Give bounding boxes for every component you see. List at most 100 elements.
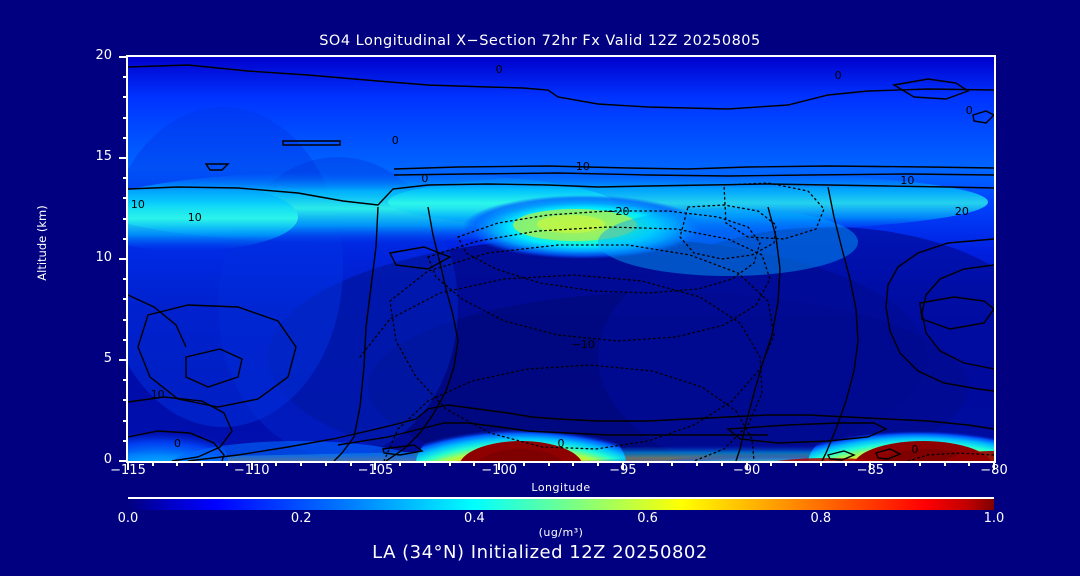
x-minor-tick xyxy=(423,461,426,466)
contour-label: 10 xyxy=(150,388,165,402)
y-minor-tick xyxy=(123,217,128,220)
x-minor-tick xyxy=(448,461,451,466)
y-minor-tick xyxy=(123,237,128,240)
x-tick-label: −110 xyxy=(233,463,270,478)
x-minor-tick xyxy=(894,461,897,466)
figure-caption: LA (34°N) Initialized 12Z 20250802 xyxy=(372,542,708,563)
y-minor-tick xyxy=(123,439,128,442)
chart-title: SO4 Longitudinal X−Section 72hr Fx Valid… xyxy=(319,33,761,49)
colorbar-tick-label: 0.4 xyxy=(464,511,485,526)
contour-lines-dotted xyxy=(359,182,994,461)
y-minor-tick xyxy=(123,177,128,180)
contour-label: 0 xyxy=(965,103,973,117)
contour-label: 10 xyxy=(187,210,202,224)
x-minor-tick xyxy=(671,461,674,466)
x-minor-tick xyxy=(720,461,723,466)
x-minor-tick xyxy=(943,461,946,466)
x-minor-tick xyxy=(572,461,575,466)
y-major-tick xyxy=(119,157,128,159)
x-major-tick xyxy=(374,461,377,470)
x-minor-tick xyxy=(151,461,154,466)
x-major-tick xyxy=(621,461,624,470)
colorbar-tick-label: 0.0 xyxy=(117,511,139,526)
y-minor-tick xyxy=(123,136,128,139)
y-major-tick xyxy=(119,359,128,361)
x-minor-tick xyxy=(473,461,476,466)
x-major-tick xyxy=(250,461,253,470)
colorbar-tick-label: 1.0 xyxy=(983,511,1005,526)
y-major-tick xyxy=(119,56,128,58)
x-tick-label: −115 xyxy=(110,463,146,478)
colorbar-label: (ug/m³) xyxy=(538,526,584,539)
y-minor-tick xyxy=(123,76,128,79)
x-axis-label: Longitude xyxy=(531,481,591,494)
contour-label: 0 xyxy=(421,172,429,186)
y-tick-label: 0 xyxy=(103,452,112,467)
contour-label: −10 xyxy=(571,337,595,351)
x-minor-tick xyxy=(225,461,228,466)
x-major-tick xyxy=(498,461,501,470)
y-major-tick xyxy=(119,460,128,462)
x-tick-label: −95 xyxy=(609,463,637,478)
contour-lines-solid xyxy=(128,64,994,461)
colorbar xyxy=(128,497,994,510)
x-minor-tick xyxy=(324,461,327,466)
x-minor-tick xyxy=(968,461,971,466)
y-major-tick xyxy=(119,258,128,260)
x-minor-tick xyxy=(547,461,550,466)
x-minor-tick xyxy=(522,461,525,466)
y-minor-tick xyxy=(123,278,128,281)
x-minor-tick xyxy=(201,461,204,466)
colorbar-gradient xyxy=(128,499,994,510)
x-minor-tick xyxy=(176,461,179,466)
x-minor-tick xyxy=(399,461,402,466)
contour-label: 10 xyxy=(900,174,915,188)
x-minor-tick xyxy=(918,461,921,466)
y-tick-label: 5 xyxy=(103,351,112,366)
contour-label: 0 xyxy=(834,69,842,83)
y-minor-tick xyxy=(123,399,128,402)
contour-label: 10 xyxy=(130,198,145,212)
x-minor-tick xyxy=(646,461,649,466)
y-minor-tick xyxy=(123,419,128,422)
x-minor-tick xyxy=(349,461,352,466)
x-minor-tick xyxy=(275,461,278,466)
contour-label: −10 xyxy=(566,160,590,174)
contour-label: 0 xyxy=(391,133,399,147)
x-tick-label: −90 xyxy=(732,463,761,478)
contour-label: 0 xyxy=(557,436,565,450)
contour-label: 0 xyxy=(911,442,919,456)
y-minor-tick xyxy=(123,96,128,99)
y-axis-label: Altitude (km) xyxy=(35,205,49,281)
x-minor-tick xyxy=(844,461,847,466)
x-minor-tick xyxy=(597,461,600,466)
x-tick-label: −85 xyxy=(856,463,884,478)
plot-area xyxy=(126,55,996,463)
y-minor-tick xyxy=(123,116,128,119)
colorbar-tick-label: 0.8 xyxy=(810,511,832,526)
cross-section-field xyxy=(128,57,994,461)
x-minor-tick xyxy=(696,461,699,466)
y-minor-tick xyxy=(123,197,128,200)
contour-label: 0 xyxy=(173,436,181,450)
x-major-tick xyxy=(869,461,872,470)
x-minor-tick xyxy=(819,461,822,466)
y-minor-tick xyxy=(123,298,128,301)
x-minor-tick xyxy=(770,461,773,466)
contour-label: −20 xyxy=(606,204,630,218)
x-tick-label: −100 xyxy=(481,463,517,478)
colorbar-tick-label: 0.6 xyxy=(637,511,658,526)
y-tick-label: 10 xyxy=(95,250,112,265)
y-minor-tick xyxy=(123,338,128,341)
y-tick-label: 15 xyxy=(95,149,112,164)
contour-label: 0 xyxy=(495,63,503,77)
y-minor-tick xyxy=(123,379,128,382)
x-tick-label: −105 xyxy=(357,463,394,478)
colorbar-tick-label: 0.2 xyxy=(290,511,312,526)
x-major-tick xyxy=(127,461,129,470)
x-major-tick xyxy=(993,461,995,470)
y-tick-label: 20 xyxy=(95,48,112,63)
x-minor-tick xyxy=(795,461,798,466)
y-minor-tick xyxy=(123,318,128,321)
